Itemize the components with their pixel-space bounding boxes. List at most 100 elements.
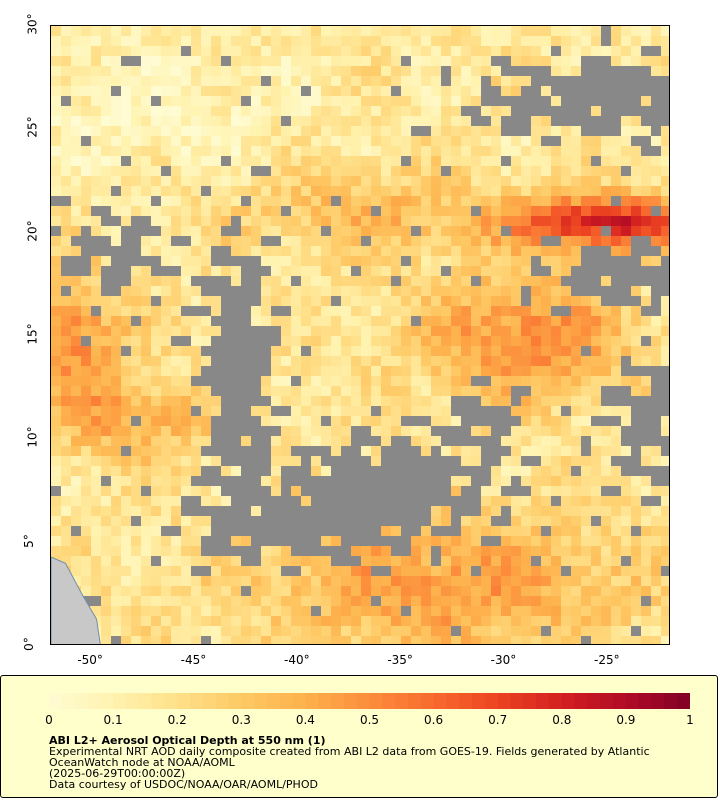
aod-cell xyxy=(191,196,201,206)
aod-cell xyxy=(571,546,581,556)
aod-cell xyxy=(521,156,531,166)
aod-cell xyxy=(301,146,311,156)
aod-cell xyxy=(121,626,131,636)
aod-cell xyxy=(581,416,591,426)
aod-cell xyxy=(361,286,371,296)
lat-tick-label: 25° xyxy=(25,116,40,138)
aod-cell xyxy=(161,36,171,46)
aod-cell xyxy=(501,336,511,346)
aod-cell xyxy=(611,56,621,66)
aod-cell xyxy=(91,286,101,296)
aod-cell xyxy=(381,286,391,296)
aod-cell xyxy=(341,46,351,56)
aod-cell xyxy=(411,46,421,56)
aod-cell xyxy=(511,566,521,576)
aod-cell xyxy=(371,286,381,296)
aod-cell xyxy=(461,86,471,96)
aod-cell xyxy=(411,276,421,286)
aod-cell xyxy=(151,216,161,226)
aod-cell xyxy=(321,386,331,396)
aod-cell xyxy=(211,56,221,66)
aod-cell xyxy=(321,566,331,576)
aod-cell xyxy=(311,376,321,386)
aod-cell xyxy=(71,206,81,216)
aod-cell xyxy=(451,486,461,496)
aod-cell xyxy=(431,626,441,636)
colorbar-swatch xyxy=(292,693,306,709)
aod-cell xyxy=(471,356,481,366)
aod-cell xyxy=(391,26,401,36)
aod-cell xyxy=(191,396,201,406)
aod-cell xyxy=(111,316,121,326)
aod-cell xyxy=(491,566,501,576)
aod-cell xyxy=(451,446,461,456)
aod-cell xyxy=(281,146,291,156)
aod-cell xyxy=(181,286,191,296)
aod-cell xyxy=(171,146,181,156)
aod-cell xyxy=(651,566,661,576)
aod-cell xyxy=(261,176,271,186)
aod-cell xyxy=(451,416,461,426)
aod-cell xyxy=(111,36,121,46)
aod-cell xyxy=(291,86,301,96)
aod-cell xyxy=(101,506,111,516)
aod-cell xyxy=(71,26,81,36)
aod-cell xyxy=(121,176,131,186)
aod-cell xyxy=(281,216,291,226)
aod-cell xyxy=(551,476,561,486)
aod-cell xyxy=(591,506,601,516)
aod-cell xyxy=(351,246,361,256)
aod-cell xyxy=(641,386,651,396)
aod-cell xyxy=(271,276,281,286)
aod-cell xyxy=(531,576,541,586)
aod-cell xyxy=(71,446,81,456)
caption-title: ABI L2+ Aerosol Optical Depth at 550 nm … xyxy=(49,734,326,747)
aod-cell xyxy=(611,166,621,176)
aod-cell xyxy=(221,166,231,176)
aod-cell xyxy=(541,346,551,356)
aod-cell xyxy=(181,196,191,206)
aod-cell xyxy=(111,156,121,166)
aod-cell xyxy=(231,46,241,56)
aod-cell xyxy=(551,296,561,306)
aod-cell xyxy=(371,556,381,566)
aod-cell xyxy=(201,206,211,216)
aod-cell xyxy=(211,406,221,416)
aod-cell xyxy=(281,126,291,136)
aod-cell xyxy=(451,476,461,486)
aod-cell xyxy=(491,636,501,644)
aod-cell xyxy=(541,326,551,336)
aod-cell xyxy=(181,626,191,636)
aod-cell xyxy=(291,36,301,46)
aod-cell xyxy=(271,566,281,576)
aod-cell xyxy=(601,426,611,436)
aod-cell xyxy=(181,466,191,476)
aod-cell xyxy=(151,576,161,586)
aod-cell xyxy=(61,296,71,306)
aod-cell xyxy=(651,486,661,496)
aod-cell xyxy=(191,246,201,256)
aod-cell xyxy=(451,36,461,46)
aod-cell xyxy=(501,466,511,476)
aod-cell xyxy=(361,356,371,366)
aod-cell xyxy=(561,486,571,496)
aod-cell xyxy=(281,96,291,106)
aod-cell xyxy=(71,196,81,206)
aod-cell xyxy=(521,596,531,606)
aod-cell xyxy=(501,136,511,146)
aod-cell xyxy=(441,26,451,36)
aod-cell xyxy=(551,216,561,226)
aod-cell xyxy=(91,386,101,396)
aod-cell xyxy=(441,536,451,546)
aod-cell xyxy=(501,476,511,486)
aod-cell xyxy=(71,226,81,236)
aod-cell xyxy=(561,376,571,386)
aod-cell xyxy=(341,356,351,366)
aod-cell xyxy=(161,426,171,436)
aod-map xyxy=(50,25,670,645)
aod-cell xyxy=(391,306,401,316)
aod-cell xyxy=(71,566,81,576)
aod-cell xyxy=(281,226,291,236)
aod-cell xyxy=(571,536,581,546)
aod-cell xyxy=(91,156,101,166)
